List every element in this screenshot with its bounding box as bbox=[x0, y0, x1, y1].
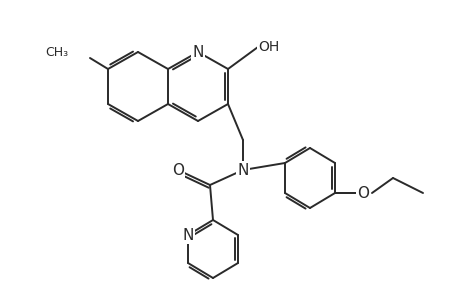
Text: N: N bbox=[237, 163, 248, 178]
Text: N: N bbox=[182, 227, 193, 242]
Text: O: O bbox=[356, 185, 368, 200]
Text: N: N bbox=[192, 44, 203, 59]
Text: CH₃: CH₃ bbox=[45, 46, 68, 59]
Text: OH: OH bbox=[257, 40, 279, 54]
Text: O: O bbox=[172, 163, 184, 178]
